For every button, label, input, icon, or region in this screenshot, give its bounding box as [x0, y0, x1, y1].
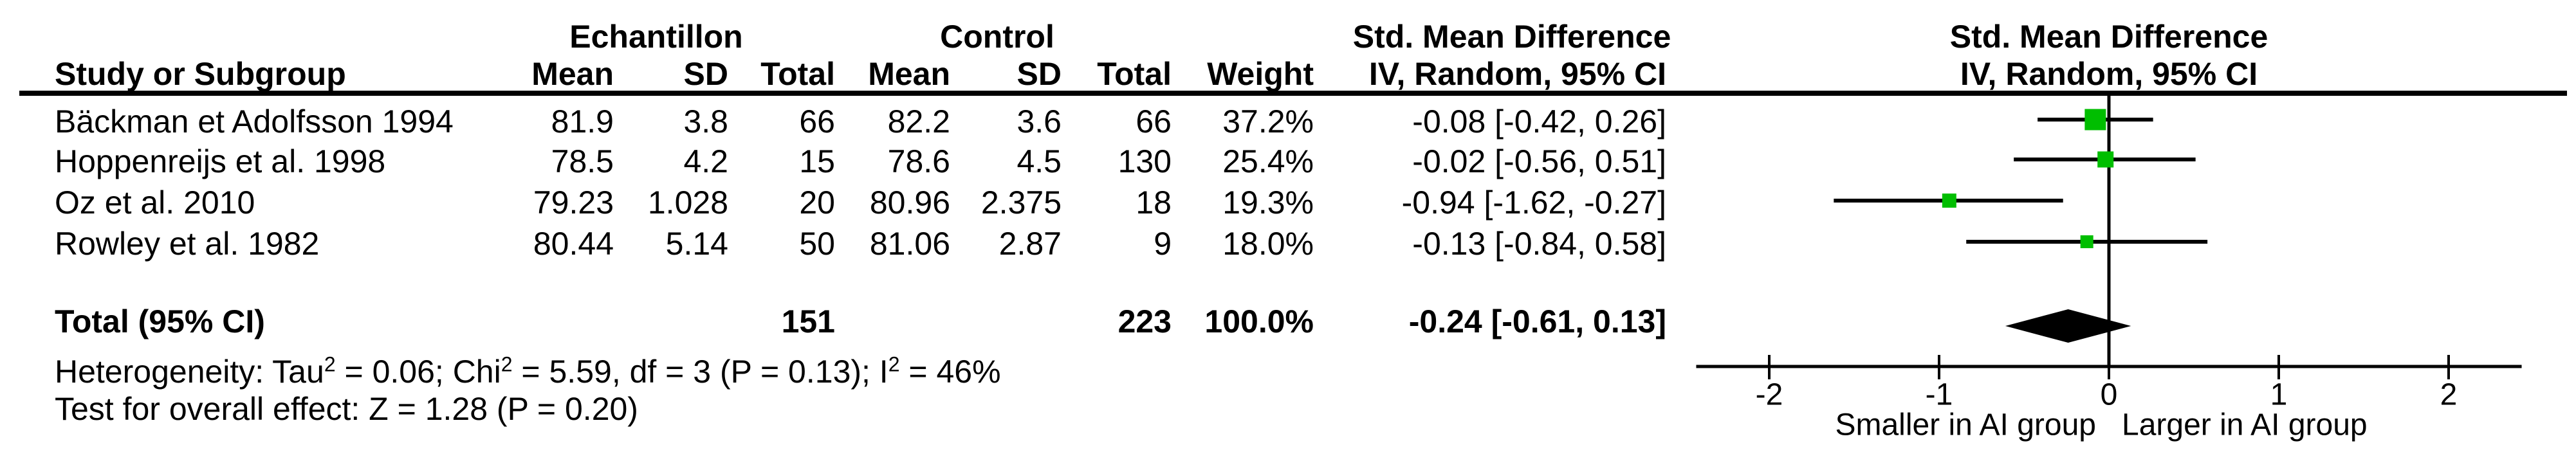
cell-ctrl_total: 18	[1136, 185, 1172, 221]
total-row-label: Total (95% CI)	[55, 303, 265, 339]
col-header-ech-mean: Mean	[531, 56, 614, 92]
total-diamond	[2005, 309, 2131, 343]
col-header-ech-sd: SD	[683, 56, 728, 92]
cell-ech_sd: 1.028	[647, 185, 728, 221]
group-header-echantillon: Echantillon	[569, 19, 743, 55]
cell-ctrl_mean: 82.2	[887, 104, 950, 140]
col-header-study: Study or Subgroup	[55, 56, 346, 92]
heterogeneity-line: Heterogeneity: Tau2 = 0.06; Chi2 = 5.59,…	[55, 352, 1001, 392]
col-header-ci: IV, Random, 95% CI	[1368, 56, 1666, 92]
het-part3: = 5.59, df = 3 (P = 0.13); I	[512, 354, 888, 390]
cell-ctrl_total: 66	[1136, 104, 1172, 140]
group-header-control: Control	[940, 19, 1054, 55]
overall-effect-line: Test for overall effect: Z = 1.28 (P = 0…	[55, 391, 638, 427]
cell-weight: 25.4%	[1222, 143, 1314, 179]
cell-ctrl_mean: 80.96	[869, 185, 950, 221]
cell-ech_total: 15	[799, 143, 835, 179]
col-header-ctrl-total: Total	[1097, 56, 1172, 92]
cell-ci: -0.08 [-0.42, 0.26]	[1412, 104, 1666, 140]
cell-ech_total: 66	[799, 104, 835, 140]
het-part1: Heterogeneity: Tau	[55, 354, 324, 390]
cell-study: Oz et al. 2010	[55, 185, 255, 221]
cell-weight: 37.2%	[1222, 104, 1314, 140]
cell-ctrl_sd: 3.6	[1017, 104, 1062, 140]
cell-ech_sd: 5.14	[665, 226, 728, 262]
cell-ech_sd: 4.2	[683, 143, 728, 179]
x-tick-label: 0	[2101, 378, 2118, 412]
cell-ctrl_sd: 4.5	[1017, 143, 1062, 179]
col-header-ech-total: Total	[760, 56, 835, 92]
study-square-marker	[2097, 151, 2114, 168]
het-part2: = 0.06; Chi	[335, 354, 501, 390]
cell-study: Bäckman et Adolfsson 1994	[55, 104, 454, 140]
study-square-marker	[2080, 235, 2093, 248]
cell-ctrl_sd: 2.375	[980, 185, 1062, 221]
cell-ech_total: 50	[799, 226, 835, 262]
col-header-ctrl-mean: Mean	[868, 56, 950, 92]
cell-ech_mean: 80.44	[533, 226, 614, 262]
total-ctrl-total: 223	[1118, 303, 1172, 339]
het-sup3: 2	[888, 352, 900, 376]
total-weight: 100.0%	[1204, 303, 1314, 339]
axis-label-right: Larger in AI group	[2122, 408, 2368, 442]
cell-ctrl_total: 9	[1154, 226, 1172, 262]
cell-ech_mean: 78.5	[551, 143, 614, 179]
group-header-smd-plot: Std. Mean Difference	[1949, 19, 2268, 55]
total-ech-total: 151	[781, 303, 835, 339]
cell-ech_mean: 79.23	[533, 185, 614, 221]
cell-ech_sd: 3.8	[683, 104, 728, 140]
cell-study: Rowley et al. 1982	[55, 226, 320, 262]
x-tick-label: -2	[1756, 378, 1783, 412]
total-ci-text: -0.24 [-0.61, 0.13]	[1408, 303, 1666, 339]
group-header-smd-table: Std. Mean Difference	[1352, 19, 1671, 55]
axis-label-left: Smaller in AI group	[1835, 408, 2096, 442]
x-tick-label: -1	[1926, 378, 1953, 412]
cell-study: Hoppenreijs et al. 1998	[55, 143, 386, 179]
col-header-ci-plot: IV, Random, 95% CI	[1960, 56, 2258, 92]
cell-ctrl_total: 130	[1118, 143, 1172, 179]
het-sup1: 2	[324, 352, 336, 376]
x-tick-label: 1	[2270, 378, 2288, 412]
cell-ci: -0.13 [-0.84, 0.58]	[1412, 226, 1666, 262]
cell-ci: -0.94 [-1.62, -0.27]	[1401, 185, 1666, 221]
col-header-weight: Weight	[1207, 56, 1314, 92]
cell-weight: 18.0%	[1222, 226, 1314, 262]
cell-weight: 19.3%	[1222, 185, 1314, 221]
cell-ctrl_mean: 81.06	[869, 226, 950, 262]
cell-ctrl_mean: 78.6	[887, 143, 950, 179]
het-sup2: 2	[501, 352, 513, 376]
cell-ech_mean: 81.9	[551, 104, 614, 140]
cell-ci: -0.02 [-0.56, 0.51]	[1412, 143, 1666, 179]
x-tick-label: 2	[2440, 378, 2458, 412]
col-header-ctrl-sd: SD	[1017, 56, 1062, 92]
het-part4: = 46%	[899, 354, 1001, 390]
study-square-marker	[1942, 194, 1956, 208]
study-square-marker	[2084, 109, 2106, 131]
cell-ech_total: 20	[799, 185, 835, 221]
header-separator-line	[19, 91, 2567, 96]
cell-ctrl_sd: 2.87	[998, 226, 1062, 262]
